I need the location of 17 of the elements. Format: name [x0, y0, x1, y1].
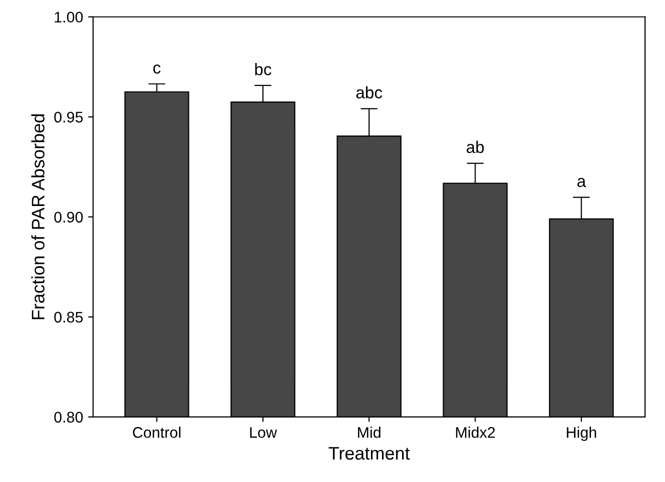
x-tick-label: High	[566, 426, 596, 441]
annotation: ab	[466, 140, 484, 154]
y-tick-label: 0.80	[54, 412, 83, 423]
x-tick-label: Midx2	[456, 426, 495, 438]
y-tick-label: 1.00	[54, 12, 83, 23]
y-axis-title: Fraction of PAR Absorbed	[31, 114, 45, 320]
x-tick-label: Low	[250, 427, 277, 438]
y-tick-label: 0.85	[54, 312, 83, 323]
y-tick-label: 0.90	[54, 212, 83, 223]
y-tick-label: 0.95	[54, 112, 83, 123]
annotation: abc	[356, 86, 382, 98]
annotation: bc	[255, 63, 272, 76]
annotation: c	[153, 64, 161, 74]
x-tick-label: Control	[132, 426, 180, 438]
annotation: a	[577, 178, 586, 188]
x-axis-title: Treatment	[328, 447, 410, 460]
x-tick-label: Mid	[358, 426, 380, 438]
